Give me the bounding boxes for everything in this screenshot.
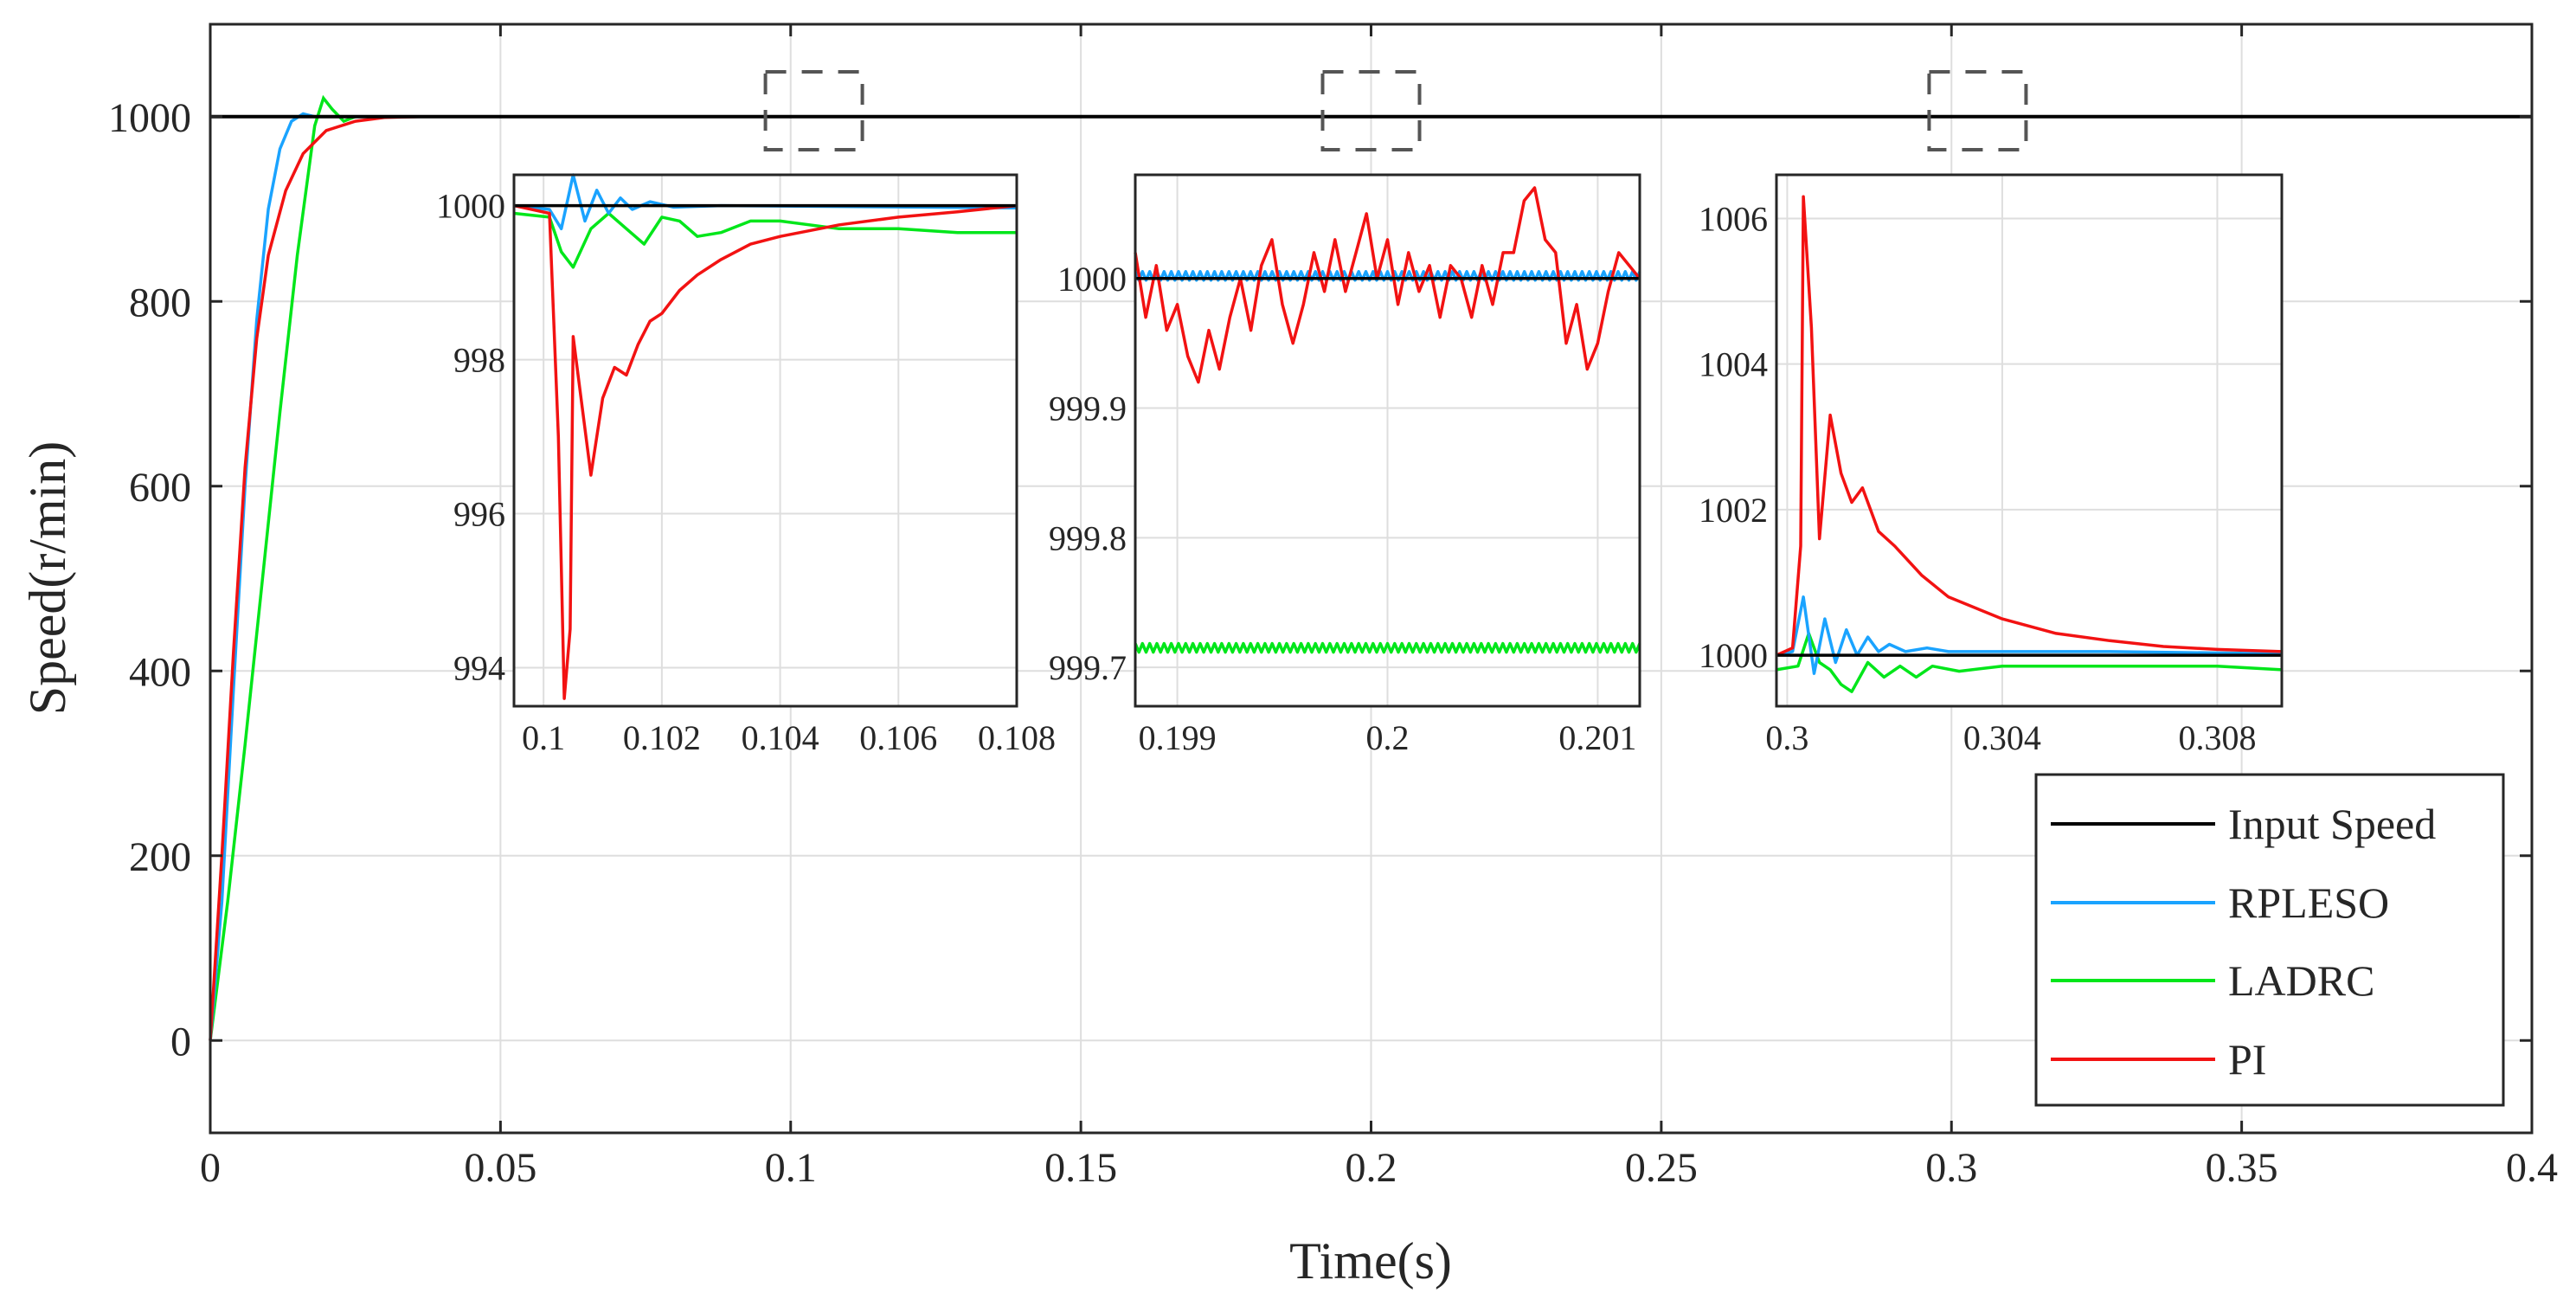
- y-axis-label: Speed(r/min): [19, 441, 76, 716]
- inset-frame: [1134, 173, 1641, 708]
- inset-background: [514, 175, 1017, 706]
- inset-x-tick-label: 0.102: [623, 718, 701, 757]
- series-line-rpleso: [209, 112, 2532, 1041]
- inset-y-tick-label: 1000: [1057, 260, 1127, 299]
- inset-series-line-pi: [513, 203, 1018, 700]
- legend: Input Speed RPLESO LADRC PI: [2034, 773, 2505, 1107]
- inset-y-tick-label: 1000: [436, 187, 505, 226]
- legend-label-ladrc: LADRC: [2228, 956, 2374, 1005]
- inset-x-tick-label: 0.2: [1366, 718, 1410, 757]
- inset-frame: [1775, 173, 2284, 708]
- inset-y-tick-label: 999.7: [1049, 648, 1127, 687]
- y-tick-label: 1000: [108, 95, 191, 141]
- inset-x-tick-label: 0.3: [1765, 718, 1808, 757]
- inset-series-line-rpleso: [513, 173, 1018, 231]
- inset-series-line-rpleso: [1776, 595, 2283, 675]
- main-series-lines: [209, 94, 2532, 1041]
- x-tick-label: 0: [200, 1145, 221, 1191]
- x-tick-label: 0.25: [1625, 1145, 1698, 1191]
- inset-y-tick-label: 1006: [1699, 199, 1768, 238]
- legend-label-rpleso: RPLESO: [2228, 878, 2389, 927]
- legend-label-input-speed: Input Speed: [2228, 800, 2436, 848]
- inset-y-tick-label: 1002: [1699, 491, 1768, 530]
- inset-y-tick-label: 1000: [1699, 636, 1768, 675]
- inset-y-tick-label: 1004: [1699, 345, 1768, 384]
- main-axis-ticks: 0 0.05 0.1 0.15 0.2 0.25 0.3 0.35 0.4 0 200 400 600 8…: [108, 24, 2558, 1191]
- inset-x-tick-label: 0.1: [522, 718, 565, 757]
- inset-series-line-ladrc: [1776, 632, 2283, 693]
- inset-x-tick-label: 0.201: [1558, 718, 1636, 757]
- inset-series-line-ladrc: [1134, 641, 1641, 654]
- inset-x-tick-label: 0.199: [1139, 718, 1217, 757]
- inset-x-tick-label: 0.304: [1963, 718, 2041, 757]
- y-tick-label: 0: [170, 1019, 191, 1064]
- inset-x-tick-label: 0.104: [742, 718, 819, 757]
- zoom-inset-1: 0.1 0.102 0.104 0.106 0.108 1000 998 996 994: [436, 173, 1056, 757]
- zoom-indicator-box: [1320, 70, 1422, 151]
- y-tick-label: 800: [129, 280, 191, 325]
- x-tick-label: 0.35: [2206, 1145, 2278, 1191]
- inset-frame: [512, 173, 1018, 708]
- zoom-indicator-boxes: [763, 70, 2028, 151]
- inset-series-line-ladrc: [513, 211, 1017, 269]
- zoom-inset-2: 0.199 0.2 0.201 1000 999.9 999.8 999.7: [1049, 173, 1641, 757]
- legend-box: [2034, 773, 2505, 1107]
- zoom-insets: 0.1 0.102 0.104 0.106 0.108 1000 998 996 994 0.19…: [436, 173, 2284, 757]
- inset-y-tick-label: 994: [453, 649, 505, 688]
- y-tick-label: 400: [129, 649, 191, 695]
- inset-y-tick-label: 996: [453, 495, 505, 534]
- inset-x-tick-label: 0.106: [859, 718, 937, 757]
- inset-y-tick-label: 998: [453, 341, 505, 380]
- x-tick-label: 0.15: [1044, 1145, 1117, 1191]
- x-axis-label: Time(s): [1289, 1232, 1452, 1289]
- zoom-indicator-box: [1927, 70, 2028, 151]
- y-tick-label: 200: [129, 834, 191, 880]
- inset-x-tick-label: 0.308: [2178, 718, 2256, 757]
- x-tick-label: 0.4: [2506, 1145, 2558, 1191]
- x-tick-label: 0.2: [1346, 1145, 1397, 1191]
- inset-y-tick-label: 999.8: [1049, 518, 1127, 557]
- inset-series-line-pi: [1776, 195, 2283, 657]
- inset-x-tick-label: 0.108: [978, 718, 1056, 757]
- inset-y-tick-label: 999.9: [1049, 389, 1127, 428]
- x-tick-label: 0.1: [765, 1145, 817, 1191]
- zoom-indicator-box: [763, 70, 864, 151]
- x-tick-label: 0.3: [1925, 1145, 1977, 1191]
- inset-background: [1776, 175, 2282, 706]
- y-tick-label: 600: [129, 465, 191, 511]
- zoom-inset-3: 0.3 0.304 0.308 1006 1004 1002 1000: [1699, 173, 2284, 757]
- legend-label-pi: PI: [2228, 1035, 2266, 1084]
- x-tick-label: 0.05: [464, 1145, 536, 1191]
- inset-series-line-pi: [1134, 186, 1641, 384]
